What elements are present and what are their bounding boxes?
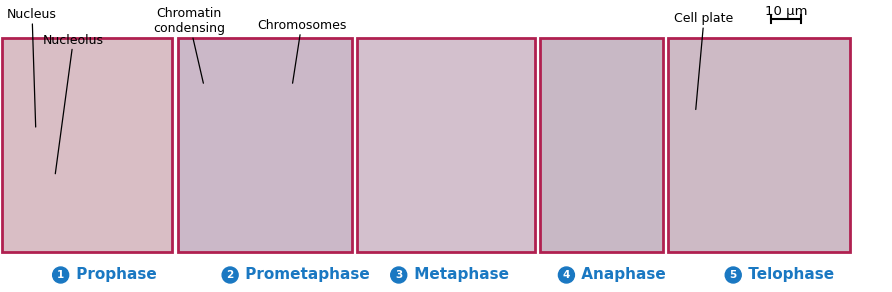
Text: Nucleolus: Nucleolus [43,34,103,174]
Text: 5: 5 [730,270,737,280]
Text: 4: 4 [563,270,570,280]
Text: 3: 3 [395,270,402,280]
Text: Telophase: Telophase [743,267,834,282]
Bar [2,38,172,252]
Text: 1: 1 [57,270,64,280]
Bar [668,38,850,252]
Circle shape [558,267,574,283]
Circle shape [53,267,69,283]
Text: Chromatin
condensing: Chromatin condensing [153,7,225,83]
Text: 10 μm: 10 μm [764,5,807,18]
Text: Cell plate: Cell plate [674,12,733,110]
Text: Nucleus: Nucleus [7,8,57,127]
Circle shape [391,267,407,283]
Text: Anaphase: Anaphase [576,267,666,282]
Text: Prophase: Prophase [70,267,156,282]
Circle shape [725,267,741,283]
Bar [178,38,352,252]
Bar [357,38,535,252]
Text: 2: 2 [227,270,234,280]
Text: Metaphase: Metaphase [409,267,508,282]
Text: Chromosomes: Chromosomes [257,19,346,83]
Text: Prometaphase: Prometaphase [240,267,370,282]
Circle shape [222,267,238,283]
Bar [540,38,663,252]
